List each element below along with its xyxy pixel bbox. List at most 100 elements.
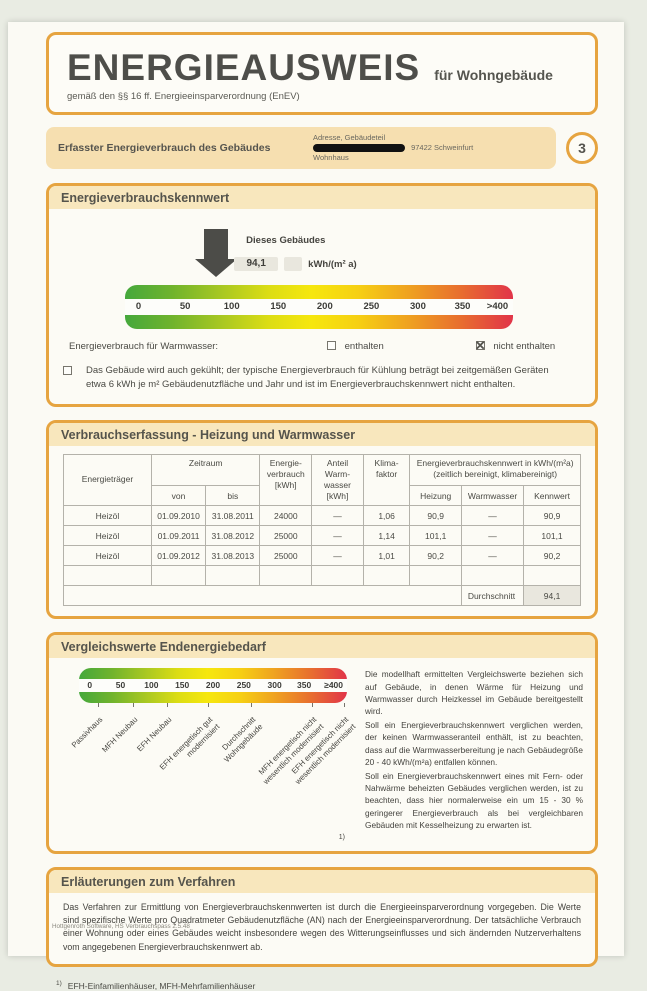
address-bar: Erfasster Energieverbrauch des Gebäudes … bbox=[46, 127, 556, 170]
cell: — bbox=[461, 505, 525, 527]
cell: — bbox=[311, 545, 364, 567]
scale-tick-band: 0 50 100 150 200 250 300 350 >400 bbox=[125, 299, 513, 316]
scale-tick: 200 bbox=[316, 301, 333, 313]
cell: 01.09.2011 bbox=[150, 525, 207, 547]
cell: 90,2 bbox=[409, 545, 463, 567]
section-erlaeuterungen: Erläuterungen zum Verfahren Das Verfahre… bbox=[46, 867, 598, 967]
page-number-badge: 3 bbox=[566, 132, 598, 165]
comparison-scale-area: 0 50 100 150 200 250 300 350 ≥400 bbox=[61, 668, 358, 845]
cell bbox=[259, 565, 313, 587]
col-zeitraum: Zeitraum bbox=[150, 453, 261, 487]
section-title: Vergleichswerte Endenergiebedarf bbox=[49, 635, 595, 659]
cell bbox=[63, 565, 152, 587]
col-energietraeger: Energieträger bbox=[63, 453, 152, 507]
table-row: Heizöl 01.09.2010 31.08.2011 24000 — 1,0… bbox=[63, 505, 581, 527]
section-energieverbrauchskennwert: Energieverbrauchskennwert Dieses Gebäude… bbox=[46, 183, 598, 407]
section-title: Verbrauchserfassung - Heizung und Warmwa… bbox=[49, 422, 595, 446]
scale-tick: 350 bbox=[454, 301, 471, 313]
scale-tick: 300 bbox=[267, 680, 282, 691]
table-row: Heizöl 01.09.2012 31.08.2013 25000 — 1,0… bbox=[63, 545, 581, 567]
scale-tick: 300 bbox=[410, 301, 426, 313]
energy-scale-main: 0 50 100 150 200 250 300 350 >400 bbox=[125, 285, 513, 330]
redacted-address bbox=[313, 144, 405, 153]
scale-tick: 250 bbox=[363, 301, 380, 313]
address-caption: Adresse, Gebäudeteil bbox=[313, 133, 386, 142]
checkbox-enthalten bbox=[327, 341, 336, 351]
option-nicht-enthalten-label: nicht enthalten bbox=[493, 341, 556, 353]
table-row-empty bbox=[63, 565, 581, 587]
scale-tick: 250 bbox=[236, 680, 251, 691]
scale-tick: 150 bbox=[175, 680, 190, 691]
category-tick-marks bbox=[79, 703, 347, 708]
cell: 1,14 bbox=[362, 525, 411, 547]
empty-field bbox=[284, 257, 303, 272]
col-energieverbrauch: Energie- verbrauch [kWh] bbox=[259, 453, 313, 507]
cell: 90,9 bbox=[523, 505, 581, 527]
address-bar-title: Erfasster Energieverbrauch des Gebäudes bbox=[58, 142, 271, 155]
col-klimafaktor: Klima- faktor bbox=[362, 453, 411, 507]
col-bis: bis bbox=[205, 485, 261, 507]
cell: 1,01 bbox=[362, 545, 411, 567]
energy-scale-comparison: 0 50 100 150 200 250 300 350 ≥400 bbox=[79, 668, 347, 704]
cell bbox=[205, 565, 261, 587]
scale-tick: 50 bbox=[179, 301, 191, 313]
energy-unit: kWh/(m² a) bbox=[308, 258, 357, 270]
col-anteil-warmwasser: Anteil Warm- wasser [kWh] bbox=[311, 453, 364, 507]
scale-tick: 150 bbox=[270, 301, 287, 313]
scale-tick: 0 bbox=[87, 680, 93, 691]
cell: 31.08.2013 bbox=[205, 545, 261, 567]
software-credit: Hottgenroth Software, HS Verbrauchspass … bbox=[52, 923, 190, 930]
cooling-note: Das Gebäude wird auch gekühlt; der typis… bbox=[86, 365, 549, 391]
option-enthalten-label: enthalten bbox=[344, 341, 384, 353]
col-von: von bbox=[150, 485, 207, 507]
cell: 90,2 bbox=[523, 545, 581, 567]
average-row: Durchschnitt 94,1 bbox=[62, 585, 581, 607]
cell: Heizöl bbox=[63, 525, 152, 547]
cell: — bbox=[461, 525, 525, 547]
cell: 31.08.2011 bbox=[205, 505, 261, 527]
address-city: 97422 Schweinfurt bbox=[411, 143, 474, 153]
comparison-category-labels: Passivhaus MFH Neubau EFH Neubau EFH ene… bbox=[70, 707, 358, 845]
document-subtitle: gemäß den §§ 16 ff. Energieeinsparverord… bbox=[67, 91, 300, 102]
energy-certificate-page: ENERGIEAUSWEIS für Wohngebäude gemäß den… bbox=[8, 22, 624, 991]
cell: 01.09.2012 bbox=[150, 545, 207, 567]
paragraph: Soll ein Energieverbrauchskennwert eines… bbox=[365, 770, 583, 831]
checkbox-cooling bbox=[63, 366, 72, 376]
footnote: 1) EFH-Einfamilienhäuser, MFH-Mehrfamilie… bbox=[56, 980, 598, 991]
cell: 90,9 bbox=[409, 505, 463, 527]
cell bbox=[461, 565, 525, 587]
value-arrow-icon bbox=[195, 229, 238, 278]
durchschnitt-label: Durchschnitt bbox=[461, 585, 525, 607]
energy-value: 94,1 bbox=[234, 257, 279, 272]
document-header: ENERGIEAUSWEIS für Wohngebäude gemäß den… bbox=[46, 32, 598, 115]
scale-tick: 200 bbox=[205, 680, 221, 691]
scale-tick: ≥400 bbox=[324, 680, 344, 691]
cell: — bbox=[311, 505, 364, 527]
building-type: Wohnhaus bbox=[313, 153, 349, 163]
cell: — bbox=[461, 545, 525, 567]
cell: Heizöl bbox=[63, 505, 152, 527]
document-title: ENERGIEAUSWEIS bbox=[67, 47, 421, 88]
scale-tick: 50 bbox=[115, 680, 126, 691]
cell bbox=[150, 565, 207, 587]
cell: 01.09.2010 bbox=[150, 505, 207, 527]
section-verbrauchserfassung: Verbrauchserfassung - Heizung und Warmwa… bbox=[46, 419, 598, 620]
document-title-suffix: für Wohngebäude bbox=[434, 67, 553, 83]
category-label: MFH Neubau bbox=[99, 715, 139, 755]
scale-tick: >400 bbox=[486, 301, 509, 313]
scale-pointer-zone: Dieses Gebäudes 94,1 kWh/(m² a) bbox=[125, 221, 513, 285]
verbrauch-table: Energieträger Zeitraum Energie- verbrauc… bbox=[62, 453, 581, 607]
cell bbox=[409, 565, 463, 587]
cell bbox=[311, 565, 364, 587]
table-row: Heizöl 01.09.2011 31.08.2012 25000 — 1,1… bbox=[63, 525, 581, 547]
cell: 25000 bbox=[259, 525, 313, 547]
cell bbox=[362, 565, 411, 587]
section-title: Erläuterungen zum Verfahren bbox=[49, 870, 595, 894]
page-number: 3 bbox=[578, 140, 586, 157]
cell: 101,1 bbox=[409, 525, 463, 547]
checkbox-nicht-enthalten-checked bbox=[475, 338, 486, 354]
scale-tick: 350 bbox=[297, 680, 312, 691]
verfahren-text: Das Verfahren zur Ermittlung von Energie… bbox=[63, 902, 581, 952]
cell: 31.08.2012 bbox=[205, 525, 261, 547]
section-title: Energieverbrauchskennwert bbox=[49, 186, 595, 210]
